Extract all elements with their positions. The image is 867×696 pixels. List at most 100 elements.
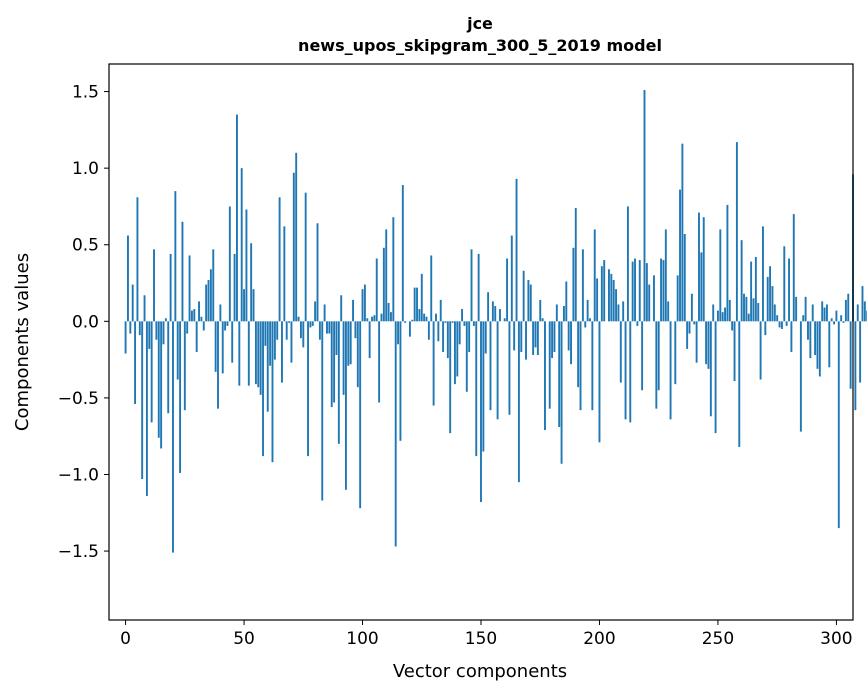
bar-192	[579, 321, 582, 411]
bar-37	[212, 249, 215, 322]
bar-255	[728, 299, 731, 322]
bar-287	[804, 296, 807, 322]
bar-200	[598, 321, 601, 443]
bar-136	[446, 321, 449, 359]
bar-18	[167, 321, 170, 414]
bar-272	[769, 266, 772, 322]
bar-56	[257, 321, 260, 388]
bar-211	[624, 321, 627, 420]
bar-285	[799, 321, 802, 432]
bar-35	[207, 279, 210, 322]
bar-32	[200, 316, 203, 322]
bar-180	[551, 321, 554, 359]
bar-268	[759, 321, 762, 380]
bar-104	[371, 316, 373, 322]
y-tick-label: −1.0	[58, 465, 99, 485]
bar-5	[136, 197, 139, 322]
bar-238	[688, 321, 691, 334]
bar-71	[292, 172, 295, 322]
bar-140	[456, 321, 459, 377]
bar-157	[496, 321, 499, 420]
bar-146	[470, 249, 473, 322]
bar-27	[188, 255, 191, 322]
y-tick-label: −0.5	[58, 389, 99, 409]
bar-149	[477, 253, 480, 322]
bar-111	[387, 302, 390, 322]
bar-254	[726, 204, 729, 322]
bar-275	[776, 315, 779, 322]
bar-78	[309, 321, 312, 328]
bar-270	[764, 321, 767, 336]
bar-232	[674, 321, 677, 385]
bar-294	[821, 301, 824, 322]
bar-51	[245, 209, 248, 322]
bar-105	[373, 315, 376, 322]
bar-205	[610, 273, 613, 322]
bar-182	[555, 304, 558, 322]
bar-28	[190, 310, 193, 322]
bar-164	[513, 321, 516, 351]
bar-100	[361, 289, 364, 322]
bar-8	[143, 295, 146, 322]
bar-230	[669, 321, 672, 420]
bar-79	[311, 321, 314, 326]
bar-74	[299, 321, 302, 339]
bar-173	[534, 321, 537, 348]
bar-161	[506, 258, 509, 322]
bar-137	[449, 321, 452, 434]
bar-183	[558, 321, 561, 428]
bar-81	[316, 223, 319, 322]
bar-91	[340, 295, 343, 322]
bar-239	[690, 293, 693, 322]
bar-132	[437, 321, 440, 342]
bar-98	[356, 321, 359, 388]
bar-302	[840, 315, 843, 322]
bar-0	[124, 321, 127, 354]
bar-277	[780, 321, 783, 329]
bar-13	[155, 321, 158, 340]
bar-87	[330, 321, 333, 408]
bar-90	[337, 321, 340, 444]
bar-246	[707, 321, 710, 369]
bar-171	[529, 284, 532, 322]
y-tick-label: 1.5	[72, 83, 99, 103]
bar-2	[129, 321, 132, 334]
bar-298	[830, 318, 833, 322]
bar-69	[288, 321, 291, 323]
bar-85	[326, 321, 328, 334]
bar-123	[416, 287, 418, 322]
bar-233	[676, 275, 679, 322]
bar-19	[169, 253, 172, 322]
bar-310	[859, 321, 862, 383]
bar-127	[425, 316, 428, 322]
bar-39	[217, 321, 219, 409]
bar-47	[236, 114, 238, 322]
bar-34	[205, 284, 208, 322]
bar-143	[463, 321, 466, 326]
bar-199	[596, 278, 599, 322]
bar-168	[522, 270, 525, 322]
bar-282	[792, 214, 795, 322]
bar-263	[747, 313, 750, 322]
bar-227	[662, 260, 665, 322]
bar-259	[738, 321, 741, 447]
bar-297	[828, 321, 831, 368]
bar-101	[363, 284, 366, 322]
bar-250	[716, 310, 719, 322]
bar-207	[615, 289, 618, 322]
bar-290	[811, 304, 814, 322]
bar-305	[847, 293, 850, 322]
x-tick-label: 150	[465, 629, 497, 649]
bar-61	[269, 321, 272, 366]
bar-110	[385, 229, 388, 322]
bar-130	[432, 321, 435, 406]
bar-55	[254, 321, 257, 385]
bar-25	[183, 321, 186, 411]
bar-144	[465, 321, 468, 392]
bar-247	[709, 321, 712, 417]
bar-191	[577, 321, 580, 388]
bar-76	[304, 192, 307, 322]
y-tick-label: 1.0	[72, 159, 99, 179]
bar-212	[626, 206, 629, 322]
